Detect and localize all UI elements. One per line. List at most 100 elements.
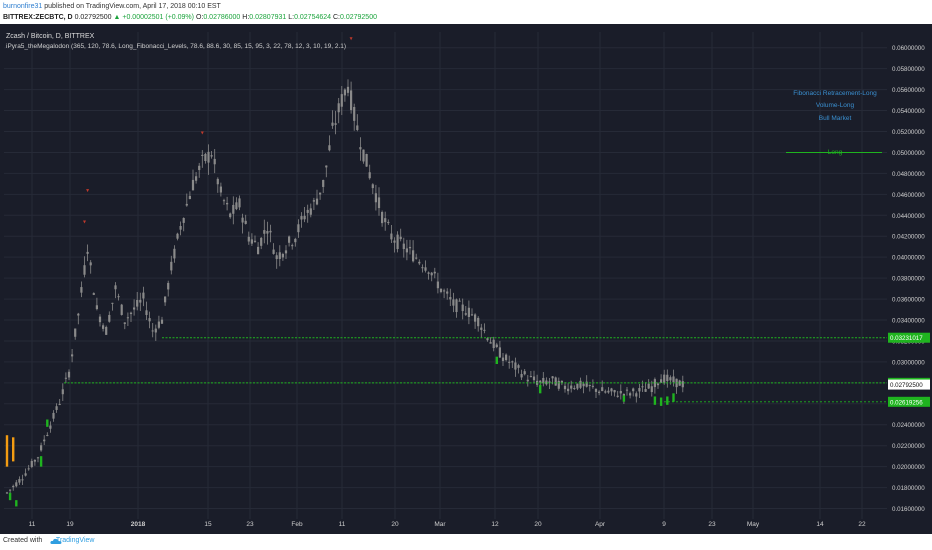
green-candle (46, 419, 49, 427)
candle-body (315, 198, 319, 205)
indicator-legend[interactable]: iPyra5_theMegalodon (365, 120, 78.6, Lon… (6, 43, 346, 50)
green-candle (8, 492, 12, 501)
candle-body (526, 379, 529, 382)
close-value: 0.02792500 (340, 14, 377, 21)
candle-body (381, 211, 384, 224)
candle-body (201, 154, 204, 156)
candle-body (284, 250, 288, 254)
candle-body (377, 197, 381, 209)
candle-body (21, 479, 24, 481)
candle-body (539, 380, 542, 383)
candle-body (288, 236, 291, 243)
candle-body (105, 326, 108, 335)
candle-body (653, 379, 656, 388)
candle-body (46, 434, 49, 436)
candle-body (145, 310, 148, 315)
y-tick-label: 0.04000000 (892, 255, 925, 262)
price-chart[interactable]: 0.06000000 0.05800000 0.05600000 0.05400000… (0, 24, 932, 534)
x-tick-label: Mar (434, 521, 446, 528)
candle-body (129, 312, 133, 315)
candle-body (455, 299, 458, 313)
candle-body (49, 425, 52, 429)
candle-body (501, 357, 505, 361)
candle-body (402, 243, 405, 250)
symbol-label[interactable]: BITTREX:ZECBTC, D (3, 14, 73, 21)
candle-body (306, 209, 309, 213)
grid-lines (4, 32, 887, 519)
y-tick-label: 0.04200000 (892, 234, 925, 241)
candle-body (594, 388, 598, 392)
candle-body (139, 299, 142, 303)
candle-body (464, 313, 467, 315)
candle-body (247, 236, 250, 242)
candle-body (195, 176, 198, 181)
candle-body (27, 468, 30, 470)
candle-body (80, 287, 83, 293)
strategy-annotations: Fibonacci Retracement-Long Volume-Long B… (793, 90, 877, 156)
candle-body (222, 200, 226, 202)
candle-body (322, 179, 325, 187)
candle-body (300, 216, 303, 220)
x-tick-label: 20 (534, 521, 542, 528)
candle-body (368, 172, 371, 179)
candle-body (40, 445, 43, 451)
y-tick-label: 0.06000000 (892, 45, 925, 52)
x-tick-label: 22 (858, 521, 866, 528)
candle-body (98, 316, 102, 323)
candle-body (67, 371, 71, 378)
candle-body (15, 482, 18, 487)
x-tick-label: 14 (816, 521, 824, 528)
open-value: 0.02786000 (203, 14, 241, 21)
candle-body (95, 305, 98, 310)
candle-body (266, 230, 269, 234)
candle-body (598, 391, 601, 393)
candle-body (319, 192, 322, 195)
chart-area[interactable]: 0.06000000 0.05800000 0.05600000 0.05400000… (0, 24, 932, 534)
candle-body (486, 338, 489, 341)
sell-marker (200, 131, 204, 135)
annotation-bull: Bull Market (819, 115, 852, 122)
x-tick-label: 11 (339, 521, 346, 528)
candle-body (390, 233, 393, 240)
candle-body (607, 390, 610, 393)
candle-body (117, 296, 120, 298)
x-tick-label: Feb (291, 521, 303, 528)
fib-levels (64, 151, 887, 403)
resistance-price-label: 0.03231017 (890, 335, 923, 342)
candle-body (517, 365, 520, 368)
candle-body (9, 489, 12, 491)
candle-body (365, 153, 368, 167)
last-price-label: 0.02792500 (890, 382, 923, 389)
x-axis: 11 19 2018 15 23 Feb 11 20 Mar 12 20 Apr 9 23 May 14 22 (29, 521, 866, 528)
candle-body (185, 203, 188, 206)
candle-body (666, 374, 669, 382)
x-tick-label: 2018 (131, 521, 146, 528)
price-axis-bg[interactable] (888, 24, 932, 534)
x-tick-label: Apr (595, 521, 606, 528)
username-link[interactable]: burnonfire31 (3, 3, 43, 10)
candle-body (573, 388, 576, 390)
tradingview-brand[interactable]: TradingView (55, 537, 95, 544)
candle-body (142, 292, 145, 299)
candle-body (353, 106, 356, 121)
candle-body (337, 103, 340, 113)
candle-body (650, 386, 653, 393)
candle-body (505, 354, 508, 361)
candle-body (219, 186, 222, 193)
candle-body (421, 267, 424, 269)
candle-body (443, 290, 446, 292)
candle-body (111, 302, 114, 304)
candle-body (167, 282, 170, 290)
candle-body (669, 377, 672, 381)
candle-body (61, 389, 64, 395)
candle-body (176, 233, 179, 239)
candle-body (439, 288, 443, 293)
candle-body (681, 381, 684, 388)
candle-body (424, 267, 427, 271)
candle-body (660, 379, 663, 383)
orange-candle (5, 435, 9, 467)
close-label: C: (333, 14, 340, 21)
candle-body (399, 236, 402, 240)
candle-body (191, 179, 195, 191)
candle-body (393, 240, 396, 243)
